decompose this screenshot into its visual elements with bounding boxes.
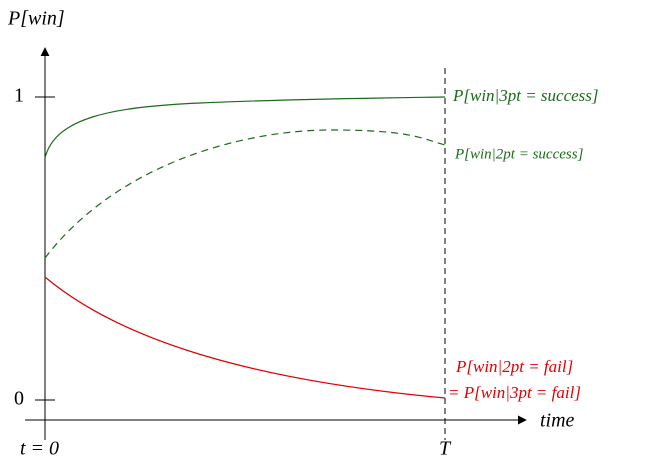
x-end-label: T xyxy=(439,438,452,460)
curve-label: P[win|3pt = success] xyxy=(452,86,599,105)
curve-label: P[win|2pt = fail] xyxy=(455,357,573,376)
curve-3pt-success xyxy=(44,96,446,159)
y-tick-label: 1 xyxy=(14,85,24,107)
y-label: P[win] xyxy=(7,8,65,30)
curve-label: = P[win|3pt = fail] xyxy=(448,383,581,402)
x-label: time xyxy=(540,410,575,432)
curve-2pt-success xyxy=(44,129,446,259)
curve-label: P[win|2pt = success] xyxy=(454,146,584,162)
y-tick-label: 0 xyxy=(14,388,24,410)
x-start-label: t = 0 xyxy=(20,438,59,460)
curve-fail xyxy=(44,276,446,399)
